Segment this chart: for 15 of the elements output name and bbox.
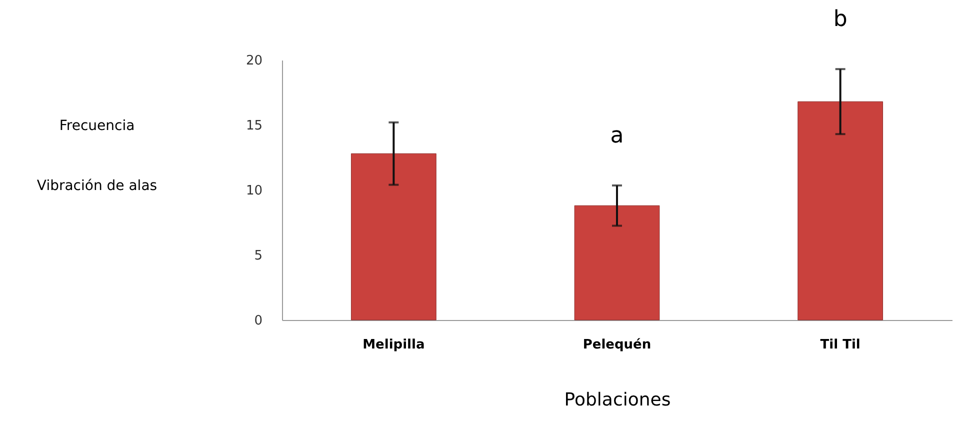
y-tick-label: 20 xyxy=(246,54,262,68)
text: Frecuencia Vibración de alas xyxy=(36,118,158,194)
bar xyxy=(574,205,660,320)
text: b xyxy=(833,7,848,32)
bar xyxy=(350,153,436,320)
annotation: a xyxy=(610,123,624,148)
x-tick-label: Pelequén xyxy=(582,338,652,352)
x-axis-title: Poblaciones xyxy=(564,390,671,410)
y-tick-label: 15 xyxy=(246,118,262,134)
y-tick-label: 5 xyxy=(254,248,262,264)
x-tick-label: Melipilla xyxy=(362,338,425,352)
x-tick-label: Til Til xyxy=(820,338,860,352)
y-tick-label: 10 xyxy=(246,184,262,198)
y-tick-label: 0 xyxy=(254,314,262,328)
bar xyxy=(798,101,884,320)
